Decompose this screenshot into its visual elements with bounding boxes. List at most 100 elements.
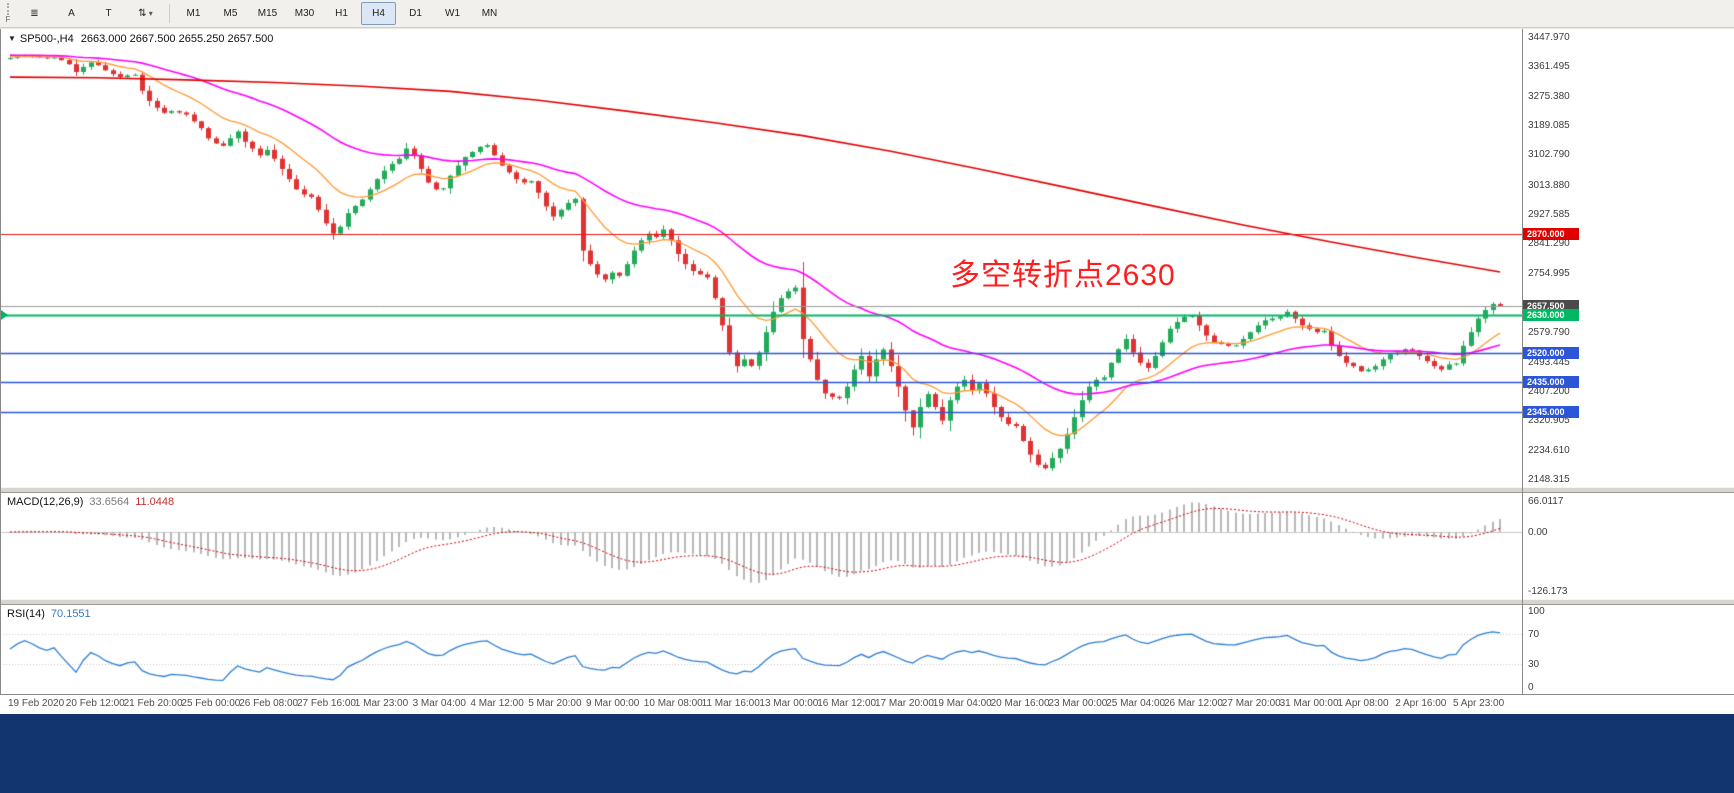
chart-left-border [0, 29, 1, 695]
macd-axis-label: -126.173 [1528, 586, 1568, 597]
hline-left-marker-icon [1, 310, 13, 321]
chart-annotation-text[interactable]: 多空转折点2630 [950, 259, 1176, 292]
toolbar: F ≣ A T ⇅ ▾ M1 M5 M15 M30 H1 H4 D1 W1 MN [0, 0, 1734, 28]
ohlc-values: 2663.000 2667.500 2655.250 2657.500 [80, 33, 274, 45]
time-axis-label: 31 Mar 00:00 [1279, 698, 1339, 709]
timeframe-button-m30[interactable]: M30 [294, 8, 315, 19]
timeframe-button-w1[interactable]: W1 [445, 8, 460, 19]
price-axis-label: 2148.315 [1528, 473, 1570, 485]
time-axis-label: 20 Mar 16:00 [990, 698, 1050, 709]
price-axis-label: 2754.995 [1528, 267, 1570, 279]
price-axis-label: 2234.610 [1528, 444, 1570, 456]
price-tag-2520.000: 2520.000 [1523, 346, 1579, 359]
cursor-tool-button[interactable]: A [54, 2, 89, 25]
price-axis-label: 2841.290 [1528, 238, 1570, 250]
time-axis-label: 25 Feb 00:00 [181, 698, 241, 709]
bottom-taskbar-strip [0, 714, 1734, 793]
toolbar-drag-handle[interactable]: F [0, 1, 16, 27]
time-axis-label: 13 Mar 00:00 [759, 698, 819, 709]
price-axis-label: 3275.380 [1528, 90, 1570, 102]
time-axis-label: 1 Apr 08:00 [1337, 698, 1389, 709]
scroll-mode-button[interactable]: ⇅ ▾ [128, 2, 163, 25]
toolbar-buttons: ≣ A T ⇅ ▾ M1 M5 M15 M30 H1 H4 D1 W1 MN [16, 0, 508, 27]
toolbar-separator [169, 4, 170, 23]
time-axis-label: 5 Mar 20:00 [528, 698, 582, 709]
time-axis-label: 19 Mar 04:00 [932, 698, 992, 709]
timeframe-button-mn[interactable]: MN [481, 8, 498, 19]
price-axis-label: 3013.880 [1528, 179, 1570, 191]
timeframe-button-d1[interactable]: D1 [409, 8, 422, 19]
panel-splitter-rsi[interactable] [0, 599, 1734, 605]
rsi-axis-label: 70 [1528, 628, 1540, 640]
labels-overlay: 3447.970 3361.495 3275.380 3189.085 3102.790… [0, 29, 1734, 714]
cursor-tool-icon: A [68, 8, 75, 19]
rsi-axis-label: 30 [1528, 659, 1540, 671]
time-axis-label: 2 Apr 16:00 [1395, 698, 1447, 709]
text-tool-button[interactable]: T [91, 2, 126, 25]
time-axis-label: 20 Feb 12:00 [65, 698, 125, 709]
price-axis-label: 3189.085 [1528, 120, 1570, 132]
rsi-label: RSI(14) [7, 608, 45, 620]
time-axis-label: 10 Mar 08:00 [643, 698, 703, 709]
price-axis-label: 2320.905 [1528, 415, 1570, 427]
toolbar-side-label: F [5, 15, 11, 24]
time-axis-label: 26 Mar 12:00 [1164, 698, 1223, 709]
rsi-title: RSI(14) 70.1551 [7, 608, 91, 620]
rsi-value: 70.1551 [50, 608, 91, 620]
time-axis-label: 25 Mar 04:00 [1106, 698, 1166, 709]
scroll-mode-icon: ⇅ [138, 8, 147, 19]
macd-title: MACD(12,26,9) 33.6564 11.0448 [7, 496, 174, 508]
time-axis-separator [0, 694, 1734, 695]
time-axis-label: 26 Feb 08:00 [239, 698, 299, 709]
main-chart-canvas[interactable] [0, 29, 1522, 487]
chart-title: ▼ SP500-,H4 2663.000 2667.500 2655.250 265… [8, 33, 273, 45]
macd-axis-label: 0.00 [1528, 526, 1548, 538]
price-axis-label: 3447.970 [1528, 32, 1570, 43]
chart-list-button[interactable]: ≣ [17, 2, 52, 25]
price-axis-label: 2493.445 [1528, 356, 1570, 368]
time-axis-label: 19 Feb 2020 [8, 698, 65, 709]
time-axis-label: 27 Feb 16:00 [297, 698, 356, 709]
time-axis-label: 1 Mar 23:00 [354, 698, 409, 709]
timeframe-button-h4[interactable]: H4 [361, 2, 396, 25]
price-scale-border [1522, 29, 1523, 695]
price-axis-label: 2407.200 [1528, 385, 1570, 397]
price-axis-label: 3361.495 [1528, 61, 1570, 73]
price-tag-2630.000: 2630.000 [1523, 309, 1579, 322]
timeframe-button-h1[interactable]: H1 [335, 8, 348, 19]
price-axis-label: 2927.585 [1528, 208, 1570, 220]
macd-panel-canvas[interactable] [0, 493, 1522, 599]
timeframe-button-m15[interactable]: M15 [257, 8, 278, 19]
text-tool-icon: T [105, 8, 112, 19]
time-axis-label: 21 Feb 20:00 [123, 698, 183, 709]
panel-splitter-macd[interactable] [0, 487, 1734, 493]
timeframe-button-m5[interactable]: M5 [223, 8, 238, 19]
time-axis-label: 11 Mar 16:00 [701, 698, 760, 709]
price-tag-2657.500: 2657.500 [1523, 299, 1579, 312]
chart-window: ▼ SP500-,H4 2663.000 2667.500 2655.250 265… [0, 29, 1734, 714]
time-axis-label: 5 Apr 23:00 [1453, 698, 1505, 709]
rsi-panel-canvas[interactable] [0, 605, 1522, 693]
macd-signal-value: 11.0448 [135, 496, 175, 508]
price-axis-label: 3102.790 [1528, 149, 1570, 161]
price-tag-2345.000: 2345.000 [1523, 406, 1579, 419]
collapse-triangle-icon[interactable]: ▼ [8, 34, 16, 43]
rsi-axis-label: 0 [1528, 682, 1534, 693]
symbol-period-label: SP500-,H4 [19, 33, 74, 45]
time-axis-label: 3 Mar 04:00 [412, 698, 466, 709]
price-axis-label: 2579.790 [1528, 327, 1570, 339]
macd-axis-label: 66.0117 [1528, 496, 1564, 507]
price-tag-2870.000: 2870.000 [1523, 227, 1579, 240]
time-axis-label: 9 Mar 00:00 [586, 698, 640, 709]
time-axis-label: 23 Mar 00:00 [1048, 698, 1108, 709]
time-axis-label: 17 Mar 20:00 [875, 698, 934, 709]
drag-dots-icon [7, 3, 9, 15]
chart-list-icon: ≣ [30, 8, 39, 19]
timeframe-button-m1[interactable]: M1 [186, 8, 201, 19]
price-tag-2435.000: 2435.000 [1523, 375, 1579, 388]
time-axis-label: 16 Mar 12:00 [817, 698, 877, 709]
macd-main-value: 33.6564 [89, 496, 130, 508]
dropdown-caret-icon: ▾ [148, 9, 153, 18]
macd-label: MACD(12,26,9) [7, 496, 84, 508]
